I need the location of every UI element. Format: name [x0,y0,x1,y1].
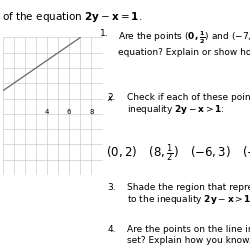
Text: 4: 4 [45,109,49,115]
Text: Shade the region that represents
to the inequality $\mathbf{2y} - \mathbf{x} > \: Shade the region that represents to the … [127,182,250,206]
Text: of the equation $\mathbf{2y} - \mathbf{x} = \mathbf{1}$.: of the equation $\mathbf{2y} - \mathbf{x… [2,10,143,24]
Text: Are the points $(\mathbf{0, \frac{1}{2}})$ and $(-7, -3)$ s
equation? Explain or: Are the points $(\mathbf{0, \frac{1}{2}}… [118,30,250,56]
Text: $(0, 2)$   $(8, \frac{1}{2})$   $(-6, 3)$   $(-7, -3)$: $(0, 2)$ $(8, \frac{1}{2})$ $(-6, 3)$ $(… [106,142,250,164]
Text: 4.: 4. [108,225,116,234]
Text: x: x [107,94,112,103]
Text: 3.: 3. [108,182,116,192]
Text: Are the points on the line include
set? Explain how you know.: Are the points on the line include set? … [127,225,250,245]
Text: 1.: 1. [100,30,108,38]
Text: 8: 8 [89,109,94,115]
Text: 2.: 2. [108,92,116,102]
Text: 6: 6 [67,109,71,115]
Text: Check if each of these points is a
inequality $\mathbf{2y} - \mathbf{x} > \mathb: Check if each of these points is a inequ… [127,92,250,116]
